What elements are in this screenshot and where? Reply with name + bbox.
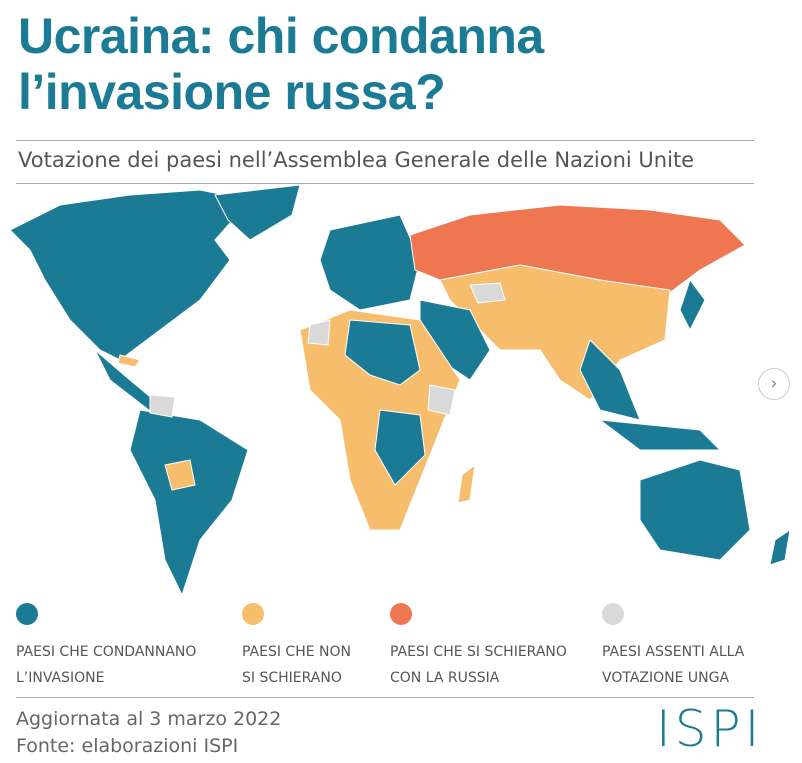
legend-label-line: PAESI CHE NON bbox=[242, 644, 351, 660]
logo: ISPI bbox=[656, 700, 764, 758]
japan bbox=[679, 278, 706, 332]
legend-label: PAESI ASSENTI ALLA VOTAZIONE UNGA bbox=[602, 639, 744, 691]
legend-swatch bbox=[242, 603, 264, 625]
greenland bbox=[214, 185, 301, 241]
legend-label: PAESI CHE SI SCHIERANO CON LA RUSSIA bbox=[390, 639, 567, 691]
divider bbox=[16, 697, 754, 698]
indonesia bbox=[598, 419, 722, 451]
legend-label-line: CON LA RUSSIA bbox=[390, 670, 500, 686]
title-line: l’invasione russa? bbox=[18, 64, 446, 120]
legend-item: PAESI ASSENTI ALLA VOTAZIONE UNGA bbox=[602, 603, 744, 691]
subtitle: Votazione dei paesi nell’Assemblea Gener… bbox=[18, 148, 695, 172]
asia-absent bbox=[469, 282, 506, 304]
world-map bbox=[9, 185, 791, 597]
north-america bbox=[9, 189, 251, 361]
title: Ucraina: chi condanna l’invasione russa? bbox=[18, 8, 544, 120]
europe bbox=[319, 214, 421, 311]
legend-item: PAESI CHE NON SI SCHIERANO bbox=[242, 603, 351, 691]
australia bbox=[639, 459, 751, 561]
africa-absent bbox=[427, 384, 456, 416]
legend-label-line: PAESI ASSENTI ALLA bbox=[602, 644, 745, 660]
legend-item: PAESI CHE SI SCHIERANO CON LA RUSSIA bbox=[390, 603, 567, 691]
legend-label-line: L’INVASIONE bbox=[16, 670, 105, 686]
legend-item: PAESI CHE CONDANNANO L’INVASIONE bbox=[16, 603, 196, 691]
legend-label-line: PAESI CHE CONDANNANO bbox=[16, 644, 197, 660]
updated-note: Aggiornata al 3 marzo 2022 bbox=[16, 708, 282, 730]
new-zealand bbox=[769, 528, 791, 566]
legend-label-line: SI SCHIERANO bbox=[242, 670, 342, 686]
source-note: Fonte: elaborazioni ISPI bbox=[16, 735, 239, 757]
legend-label: PAESI CHE CONDANNANO L’INVASIONE bbox=[16, 639, 196, 691]
legend-label: PAESI CHE NON SI SCHIERANO bbox=[242, 639, 351, 691]
legend-swatch bbox=[390, 603, 412, 625]
legend-swatch bbox=[16, 603, 38, 625]
title-line: Ucraina: chi condanna bbox=[18, 8, 544, 64]
next-button[interactable]: › bbox=[758, 368, 790, 400]
caribbean bbox=[117, 354, 141, 368]
south-america bbox=[129, 409, 249, 597]
bolivia bbox=[164, 459, 196, 491]
legend-label-line: VOTAZIONE UNGA bbox=[602, 670, 730, 686]
africa-condemn bbox=[374, 409, 426, 486]
legend-swatch bbox=[602, 603, 624, 625]
divider bbox=[16, 140, 754, 141]
africa-absent bbox=[307, 319, 331, 346]
madagascar bbox=[457, 463, 476, 504]
southeast-asia bbox=[579, 339, 641, 421]
africa-condemn bbox=[344, 319, 421, 386]
legend-label-line: PAESI CHE SI SCHIERANO bbox=[390, 644, 567, 660]
divider bbox=[16, 183, 754, 184]
venezuela bbox=[149, 394, 176, 418]
